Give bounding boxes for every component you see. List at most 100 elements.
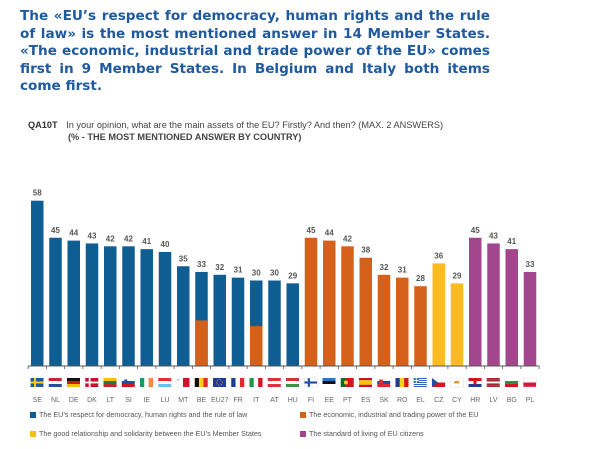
question-text: In your opinion, what are the main asset… [66,120,444,130]
flag-fr-icon [231,378,245,387]
flag-bg-icon [505,378,518,387]
value-label-nl: 45 [51,226,60,235]
flag-sk-icon [377,378,391,387]
bar-eu27 [213,274,226,366]
category-label-cz: CZ [434,397,444,404]
bar-el [414,286,427,366]
question-subtitle: (% - THE MOST MENTIONED ANSWER BY COUNTR… [68,132,302,142]
category-label-si: SI [125,397,132,404]
category-label-ie: IE [143,397,150,404]
category-label-se: SE [33,397,43,404]
legend-label-democracy: The EU’s respect for democracy, human ri… [39,410,248,419]
legend-label-living: The standard of living of EU citizens [309,429,424,438]
category-label-eu27: EU27 [211,397,229,404]
legend-swatch-living [300,430,306,437]
legend-label-economic: The economic, industrial and trading pow… [309,410,479,419]
flag-cy-icon [450,377,464,388]
flag-ee-icon [322,378,336,387]
bar-bg [505,249,518,366]
bar-ee [323,240,336,366]
flag-hu-icon [286,378,299,387]
flag-el-icon [413,378,427,387]
flag-lu-icon [158,378,172,387]
bar-de [67,240,80,366]
bar-es [359,257,372,366]
flag-ro-icon [395,378,409,387]
legend-swatch-economic [300,411,306,418]
flag-dk-icon [85,378,99,387]
value-label-hr: 45 [471,226,480,235]
bar-se [31,200,44,366]
x-ticks-group [27,366,540,369]
bar-hu [286,283,299,366]
bar-overlay-be [195,320,208,366]
category-label-mt: MT [178,397,189,404]
value-label-sk: 32 [380,263,389,272]
bar-mt [177,266,190,366]
bar-overlay-it [250,326,263,366]
category-label-lt: LT [106,397,114,404]
value-label-ro: 31 [398,266,407,275]
category-label-pt: PT [343,397,353,404]
bar-lv [487,243,500,366]
value-label-lt: 42 [106,234,115,243]
category-label-es: ES [361,397,371,404]
value-label-el: 28 [416,274,425,283]
bar-fi [304,237,318,366]
bar-sk [377,274,391,366]
category-labels-group: SE NL DE DK LT SI IE LU MT BE EU27 FR IT AT HU FI EE PT ES… [33,397,535,404]
flag-nl-icon [48,378,62,387]
value-label-ie: 41 [142,237,151,246]
value-label-fr: 31 [234,266,243,275]
value-label-bg: 41 [507,237,516,246]
flag-pt-icon [340,378,354,387]
category-label-hu: HU [288,397,298,404]
bar-at [268,280,281,366]
value-label-cz: 36 [434,251,443,260]
headline: The «EU’s respect for democracy, human r… [20,8,490,94]
value-label-eu27: 32 [215,263,224,272]
bar-lt [104,246,117,366]
value-label-at: 30 [270,269,279,278]
flag-se-icon [30,378,44,387]
category-label-pl: PL [526,397,535,404]
flag-pl-icon [523,377,537,388]
bar-hr [469,237,482,366]
category-label-hr: HR [470,397,480,404]
flag-hr-icon [468,378,482,387]
legend-item-economic: The economic, industrial and trading pow… [300,410,478,419]
value-label-se: 58 [33,189,42,198]
question-code: QA10T [28,120,58,130]
value-label-it: 30 [252,269,261,278]
legend-item-living: The standard of living of EU citizens [300,429,424,438]
category-label-nl: NL [51,397,60,404]
category-label-dk: DK [87,397,97,404]
legend-label-relationship: The good relationship and solidarity bet… [39,429,262,438]
flag-lv-icon [486,378,500,387]
category-label-lu: LU [161,397,170,404]
bar-pt [341,246,354,366]
legend-item-democracy: The EU’s respect for democracy, human ri… [30,410,247,419]
category-label-el: EL [416,397,425,404]
value-label-lv: 43 [489,231,498,240]
value-label-pt: 42 [343,234,352,243]
flags-group [30,377,537,388]
bar-dk [85,243,99,366]
flag-lt-icon [103,378,117,387]
value-label-si: 42 [124,234,133,243]
value-label-dk: 43 [88,231,97,240]
bar-fr [231,277,245,366]
bar-nl [49,237,62,366]
flag-ie-icon [140,378,153,387]
flag-be-icon [194,378,208,387]
bar-lu [158,252,172,366]
flag-si-icon [121,378,135,387]
value-label-cy: 29 [453,271,462,280]
flag-es-icon [359,378,372,387]
value-label-lu: 40 [161,240,170,249]
flag-fi-icon [304,377,318,388]
legend-swatch-relationship [30,430,36,437]
category-label-be: BE [197,397,207,404]
category-label-ro: RO [397,397,408,404]
